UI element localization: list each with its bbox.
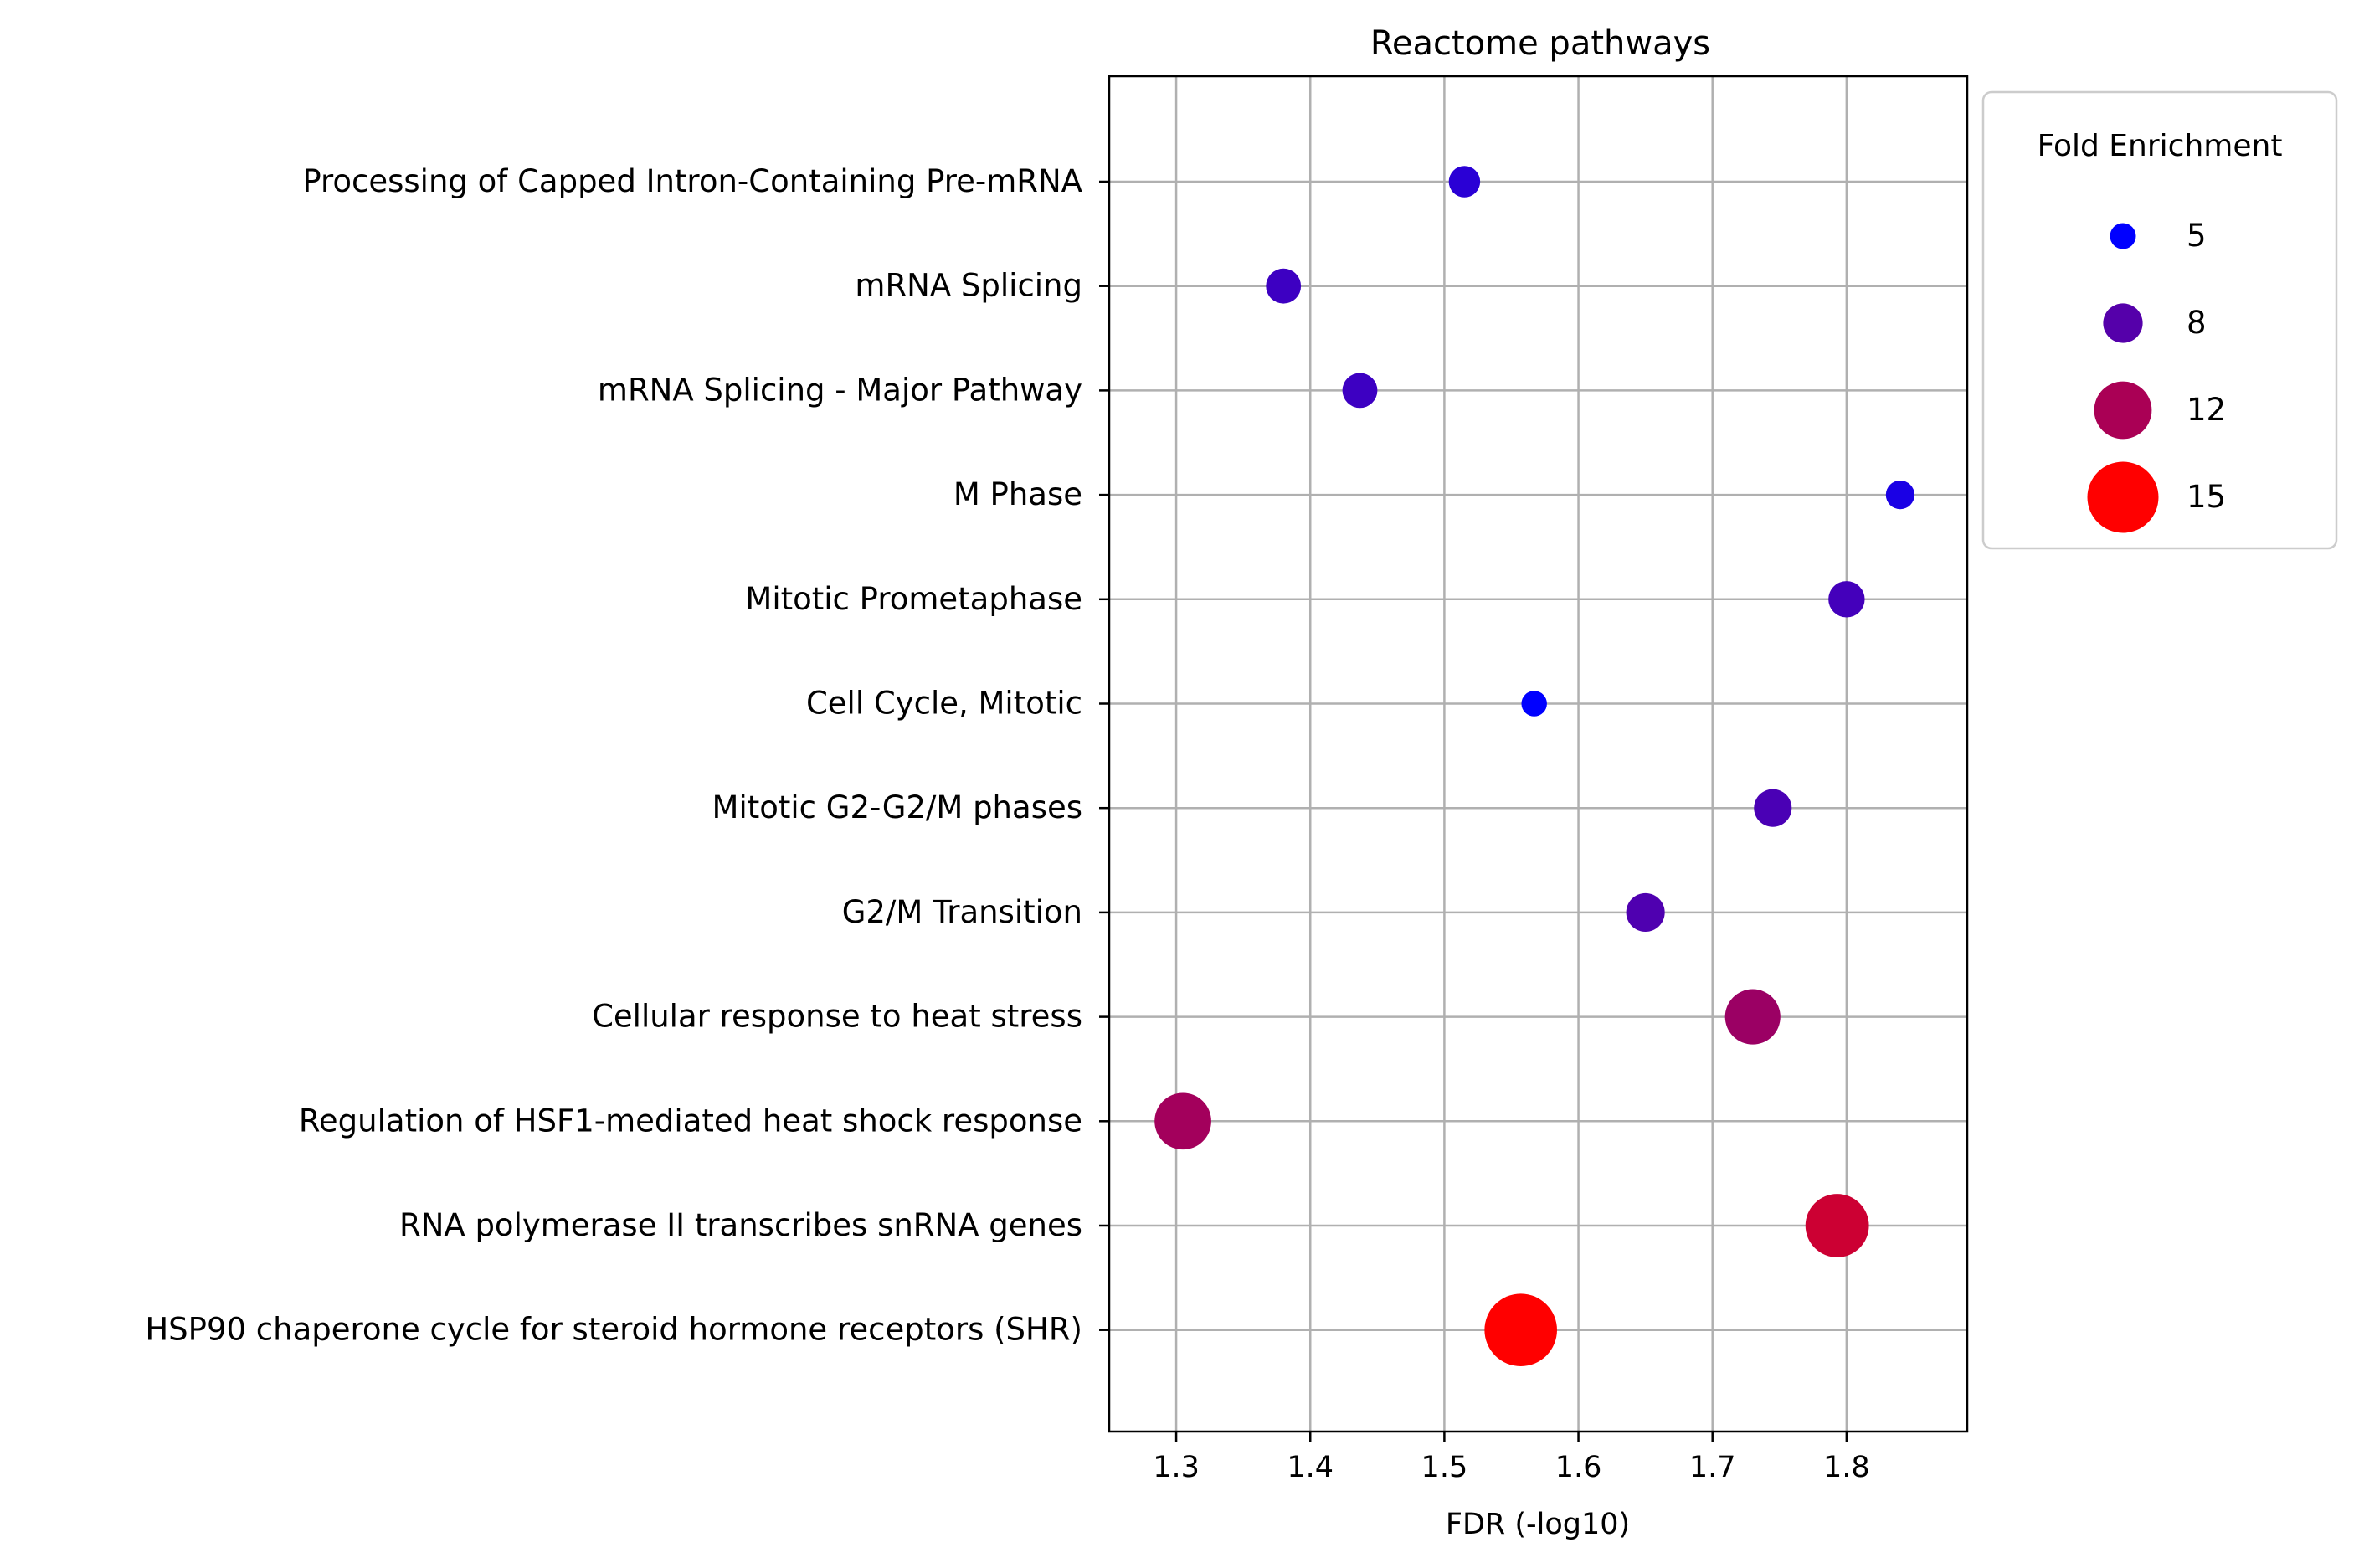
y-tick-label: mRNA Splicing - Major Pathway (598, 372, 1082, 408)
data-point (1626, 892, 1665, 932)
y-tick-label: Mitotic Prometaphase (745, 581, 1082, 617)
y-tick-label: HSP90 chaperone cycle for steroid hormon… (145, 1312, 1082, 1348)
y-tick-label: Mitotic G2-G2/M phases (712, 789, 1082, 825)
legend-box (1981, 90, 2338, 550)
y-tick-label: mRNA Splicing (855, 268, 1082, 304)
legend-marker (2110, 223, 2136, 249)
data-point (1154, 1092, 1211, 1150)
y-tick-label: G2/M Transition (842, 894, 1082, 930)
x-axis-ticks: 1.3 1.4 1.5 1.6 1.7 1.8 (1153, 1432, 1870, 1484)
legend-label: 5 (2187, 218, 2207, 254)
x-tick-label: 1.6 (1555, 1451, 1602, 1484)
y-axis-ticks: Processing of Capped Intron-Containing P… (145, 163, 1109, 1348)
data-point (1448, 166, 1481, 198)
data-point (1724, 989, 1781, 1045)
x-tick-label: 1.8 (1823, 1451, 1870, 1484)
legend-label: 15 (2187, 479, 2226, 515)
y-tick-label: Regulation of HSF1-mediated heat shock r… (299, 1103, 1082, 1139)
data-point (1805, 1194, 1869, 1257)
legend-label: 8 (2187, 305, 2207, 341)
y-tick-label: Processing of Capped Intron-Containing P… (302, 163, 1082, 199)
x-tick-label: 1.7 (1689, 1451, 1736, 1484)
plot-frame (1108, 75, 1969, 1433)
y-tick-label: M Phase (953, 476, 1082, 512)
data-point (1754, 789, 1792, 827)
x-tick-label: 1.4 (1287, 1451, 1334, 1484)
chart-title: Reactome pathways (1370, 24, 1710, 63)
legend-marker (2094, 381, 2152, 440)
legend-marker (2087, 461, 2159, 533)
x-tick-label: 1.5 (1421, 1451, 1468, 1484)
legend-title: Fold Enrichment (2038, 129, 2283, 163)
size-legend: Fold Enrichment 5 8 12 15 (1981, 90, 2338, 550)
y-tick-label: Cell Cycle, Mitotic (806, 686, 1082, 722)
data-points (1154, 166, 1915, 1367)
data-point (1342, 373, 1378, 409)
data-point (1484, 1293, 1557, 1367)
y-tick-label: RNA polymerase II transcribes snRNA gene… (399, 1207, 1082, 1243)
legend-marker (2103, 303, 2143, 343)
data-point (1885, 480, 1915, 510)
data-point (1828, 581, 1865, 618)
x-tick-label: 1.3 (1153, 1451, 1200, 1484)
data-point (1521, 691, 1547, 717)
x-axis-label: FDR (-log10) (1446, 1508, 1630, 1541)
data-point (1266, 268, 1302, 304)
legend-label: 12 (2187, 392, 2226, 428)
y-tick-label: Cellular response to heat stress (592, 999, 1082, 1035)
